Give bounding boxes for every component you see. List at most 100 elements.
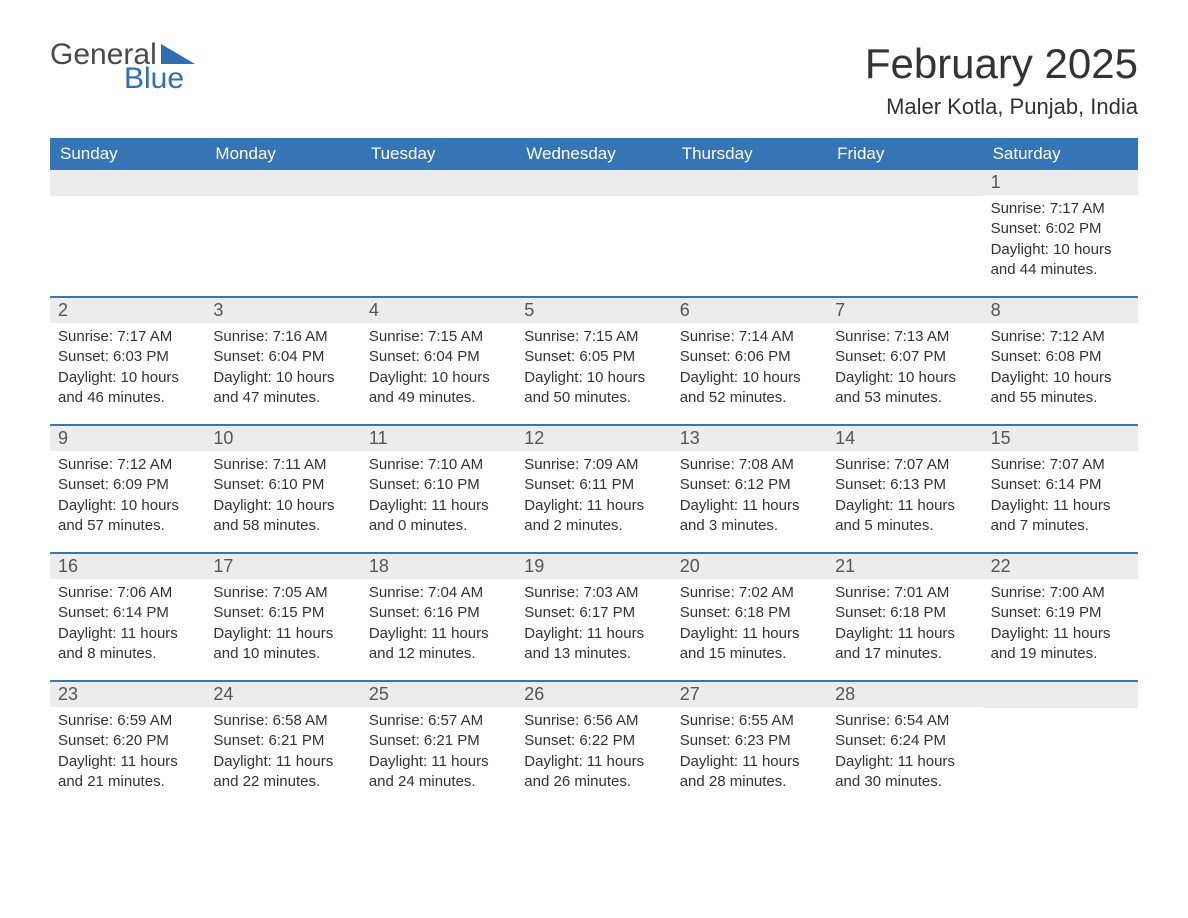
sunrise-line: Sunrise: 6:54 AM <box>835 711 974 731</box>
day-cell: 26Sunrise: 6:56 AMSunset: 6:22 PMDayligh… <box>516 682 671 808</box>
dow-cell: Monday <box>205 138 360 170</box>
day-body: Sunrise: 7:07 AMSunset: 6:13 PMDaylight:… <box>827 451 982 542</box>
day-number: 9 <box>50 426 205 451</box>
sunrise-line: Sunrise: 7:00 AM <box>991 583 1130 603</box>
week-row: 9Sunrise: 7:12 AMSunset: 6:09 PMDaylight… <box>50 424 1138 552</box>
daylight-line: Daylight: 11 hours and 24 minutes. <box>369 752 508 793</box>
sunrise-line: Sunrise: 6:55 AM <box>680 711 819 731</box>
day-cell: 24Sunrise: 6:58 AMSunset: 6:21 PMDayligh… <box>205 682 360 808</box>
sunrise-line: Sunrise: 7:07 AM <box>835 455 974 475</box>
sunset-line: Sunset: 6:10 PM <box>369 475 508 495</box>
day-body: Sunrise: 7:04 AMSunset: 6:16 PMDaylight:… <box>361 579 516 670</box>
sunrise-line: Sunrise: 7:14 AM <box>680 327 819 347</box>
day-number: 2 <box>50 298 205 323</box>
sunrise-line: Sunrise: 6:57 AM <box>369 711 508 731</box>
day-number <box>983 682 1138 708</box>
sunset-line: Sunset: 6:16 PM <box>369 603 508 623</box>
logo-triangle-icon <box>161 44 195 64</box>
day-body: Sunrise: 7:01 AMSunset: 6:18 PMDaylight:… <box>827 579 982 670</box>
sunrise-line: Sunrise: 7:02 AM <box>680 583 819 603</box>
sunset-line: Sunset: 6:14 PM <box>58 603 197 623</box>
title-block: February 2025 Maler Kotla, Punjab, India <box>865 40 1138 120</box>
daylight-line: Daylight: 10 hours and 44 minutes. <box>991 240 1130 281</box>
day-cell: 25 Sunrise: 6:57 AMSunset: 6:21 PMDayligh… <box>361 682 516 808</box>
week-row: 23Sunrise: 6:59 AMSunset: 6:20 PMDayligh… <box>50 680 1138 808</box>
day-body: Sunrise: 7:05 AMSunset: 6:15 PMDaylight:… <box>205 579 360 670</box>
sunset-line: Sunset: 6:21 PM <box>213 731 352 751</box>
sunset-line: Sunset: 6:17 PM <box>524 603 663 623</box>
sunset-line: Sunset: 6:11 PM <box>524 475 663 495</box>
day-body: Sunrise: 7:12 AMSunset: 6:09 PMDaylight:… <box>50 451 205 542</box>
sunset-line: Sunset: 6:08 PM <box>991 347 1130 367</box>
day-number: 10 <box>205 426 360 451</box>
daylight-line: Daylight: 10 hours and 55 minutes. <box>991 368 1130 409</box>
week-row: 2Sunrise: 7:17 AMSunset: 6:03 PMDaylight… <box>50 296 1138 424</box>
day-body: Sunrise: 6:58 AMSunset: 6:21 PMDaylight:… <box>205 707 360 798</box>
day-number <box>516 170 671 196</box>
day-body: Sunrise: 6:54 AMSunset: 6:24 PMDaylight:… <box>827 707 982 798</box>
sunrise-line: Sunrise: 7:06 AM <box>58 583 197 603</box>
day-cell: 5Sunrise: 7:15 AMSunset: 6:05 PMDaylight… <box>516 298 671 424</box>
sunset-line: Sunset: 6:21 PM <box>369 731 508 751</box>
dow-cell: Tuesday <box>361 138 516 170</box>
day-cell: 23Sunrise: 6:59 AMSunset: 6:20 PMDayligh… <box>50 682 205 808</box>
day-body: Sunrise: 7:15 AMSunset: 6:05 PMDaylight:… <box>516 323 671 414</box>
sunset-line: Sunset: 6:24 PM <box>835 731 974 751</box>
sunset-line: Sunset: 6:18 PM <box>680 603 819 623</box>
day-number: 1 <box>983 170 1138 195</box>
day-body: Sunrise: 6:55 AMSunset: 6:23 PMDaylight:… <box>672 707 827 798</box>
day-number: 28 <box>827 682 982 707</box>
logo-text-blue: Blue <box>124 64 195 94</box>
daylight-line: Daylight: 11 hours and 5 minutes. <box>835 496 974 537</box>
header: General Blue February 2025 Maler Kotla, … <box>50 40 1138 120</box>
day-number: 26 <box>516 682 671 707</box>
day-body: Sunrise: 7:14 AMSunset: 6:06 PMDaylight:… <box>672 323 827 414</box>
day-number: 23 <box>50 682 205 707</box>
sunset-line: Sunset: 6:03 PM <box>58 347 197 367</box>
daylight-line: Daylight: 10 hours and 49 minutes. <box>369 368 508 409</box>
day-number: 24 <box>205 682 360 707</box>
day-cell: 4Sunrise: 7:15 AMSunset: 6:04 PMDaylight… <box>361 298 516 424</box>
dow-cell: Friday <box>827 138 982 170</box>
day-cell: 16Sunrise: 7:06 AMSunset: 6:14 PMDayligh… <box>50 554 205 680</box>
day-number <box>672 170 827 196</box>
daylight-line: Daylight: 11 hours and 15 minutes. <box>680 624 819 665</box>
sunrise-line: Sunrise: 7:08 AM <box>680 455 819 475</box>
sunrise-line: Sunrise: 7:03 AM <box>524 583 663 603</box>
dow-cell: Thursday <box>672 138 827 170</box>
day-body: Sunrise: 7:07 AMSunset: 6:14 PMDaylight:… <box>983 451 1138 542</box>
daylight-line: Daylight: 11 hours and 19 minutes. <box>991 624 1130 665</box>
day-body: Sunrise: 7:12 AMSunset: 6:08 PMDaylight:… <box>983 323 1138 414</box>
day-cell: 21Sunrise: 7:01 AMSunset: 6:18 PMDayligh… <box>827 554 982 680</box>
day-body: Sunrise: 6:56 AMSunset: 6:22 PMDaylight:… <box>516 707 671 798</box>
day-cell: 19Sunrise: 7:03 AMSunset: 6:17 PMDayligh… <box>516 554 671 680</box>
day-number: 25 <box>361 682 516 707</box>
day-cell: 27Sunrise: 6:55 AMSunset: 6:23 PMDayligh… <box>672 682 827 808</box>
day-number: 20 <box>672 554 827 579</box>
daylight-line: Daylight: 11 hours and 28 minutes. <box>680 752 819 793</box>
day-cell <box>361 170 516 296</box>
day-cell <box>50 170 205 296</box>
sunset-line: Sunset: 6:10 PM <box>213 475 352 495</box>
day-cell <box>827 170 982 296</box>
day-number: 16 <box>50 554 205 579</box>
dow-cell: Sunday <box>50 138 205 170</box>
sunset-line: Sunset: 6:20 PM <box>58 731 197 751</box>
day-number: 8 <box>983 298 1138 323</box>
daylight-line: Daylight: 11 hours and 3 minutes. <box>680 496 819 537</box>
sunset-line: Sunset: 6:18 PM <box>835 603 974 623</box>
sunrise-line: Sunrise: 7:13 AM <box>835 327 974 347</box>
sunrise-line: Sunrise: 7:12 AM <box>58 455 197 475</box>
daylight-line: Daylight: 11 hours and 22 minutes. <box>213 752 352 793</box>
logo: General Blue <box>50 40 195 94</box>
day-cell <box>672 170 827 296</box>
sunrise-line: Sunrise: 7:05 AM <box>213 583 352 603</box>
sunrise-line: Sunrise: 6:58 AM <box>213 711 352 731</box>
daylight-line: Daylight: 11 hours and 0 minutes. <box>369 496 508 537</box>
day-number: 21 <box>827 554 982 579</box>
daylight-line: Daylight: 11 hours and 21 minutes. <box>58 752 197 793</box>
day-number <box>827 170 982 196</box>
day-body: Sunrise: 7:15 AMSunset: 6:04 PMDaylight:… <box>361 323 516 414</box>
daylight-line: Daylight: 11 hours and 12 minutes. <box>369 624 508 665</box>
day-cell <box>516 170 671 296</box>
